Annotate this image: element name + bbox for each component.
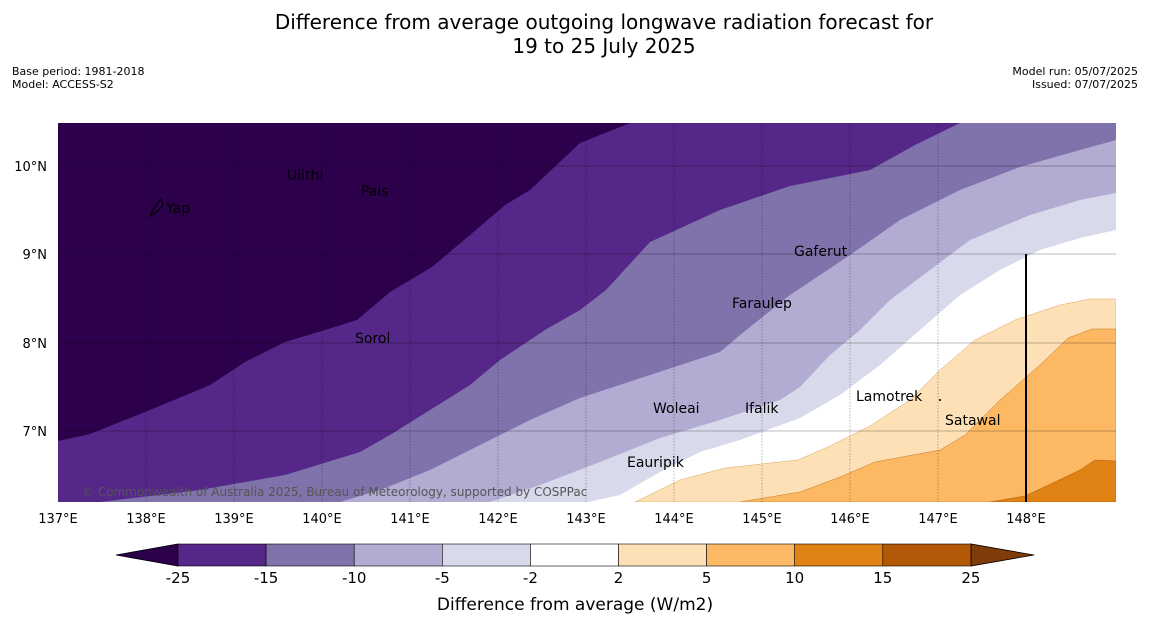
lon-tick-143: 143°E: [566, 512, 606, 527]
place-woleai: Woleai: [653, 401, 700, 417]
place-pais: Pais: [361, 184, 389, 200]
place-ulithi: Ulithi: [287, 168, 323, 184]
place-lamotrek: Lamotrek: [856, 389, 923, 405]
lon-tick-148: 148°E: [1006, 512, 1046, 527]
band-10-to-15: [989, 459, 1116, 502]
colorbar-cell: [706, 543, 795, 567]
place-sorol: Sorol: [355, 331, 390, 347]
colorbar-cell: [794, 543, 884, 567]
lon-tick-145: 145°E: [742, 512, 782, 527]
island-dot: [939, 399, 941, 401]
colorbar-label: Difference from average (W/m2): [437, 595, 713, 615]
lon-tick-142: 142°E: [478, 512, 518, 527]
colorbar-tick-label: -25: [166, 569, 191, 587]
longitude-axis: 137°E 138°E 139°E 140°E 141°E 142°E 143°…: [38, 512, 1046, 527]
olr-anomaly-map: Yap Ulithi Pais Sorol Gaferut Faraulep W…: [58, 123, 1116, 502]
place-gaferut: Gaferut: [794, 244, 848, 260]
place-satawal: Satawal: [945, 413, 1000, 429]
title-line-2: 19 to 25 July 2025: [512, 34, 696, 58]
colorbar: -25 -15 -10 -5 -2 2 5 10 15 25 Difference from av…: [115, 543, 1035, 615]
colorbar-cell: [265, 543, 355, 567]
colorbar-cell: [353, 543, 443, 567]
colorbar-cell: [882, 543, 972, 567]
colorbar-tick-label: -5: [435, 569, 450, 587]
lon-tick-141: 141°E: [390, 512, 430, 527]
lon-tick-138: 138°E: [126, 512, 166, 527]
colorbar-cell: [530, 543, 619, 567]
colorbar-tick-label: 25: [961, 569, 980, 587]
colorbar-tick-label: 15: [873, 569, 892, 587]
colorbar-tick-label: -2: [523, 569, 538, 587]
lon-tick-144: 144°E: [654, 512, 694, 527]
chart-title: Difference from average outgoing longwav…: [0, 10, 1150, 58]
colorbar-ticks: -25 -15 -10 -5 -2 2 5 10 15 25: [166, 569, 981, 587]
band-5-to-10: [739, 328, 1116, 502]
colorbar-cells: [177, 543, 972, 567]
place-faraulep: Faraulep: [732, 296, 792, 312]
colorbar-cell: [618, 543, 707, 567]
title-line-1: Difference from average outgoing longwav…: [274, 10, 934, 34]
lon-tick-140: 140°E: [302, 512, 342, 527]
model-name: Model: ACCESS-S2: [12, 78, 114, 91]
lon-tick-137: 137°E: [38, 512, 78, 527]
graticule: [58, 123, 1116, 502]
meta-right: Model run: 05/07/2025 Issued: 07/07/2025: [1012, 65, 1138, 91]
lat-tick-10n: 10°N: [14, 160, 47, 175]
place-labels: Yap Ulithi Pais Sorol Gaferut Faraulep W…: [165, 168, 1000, 471]
base-period: Base period: 1981-2018: [12, 65, 145, 78]
model-run: Model run: 05/07/2025: [1012, 65, 1138, 78]
colorbar-tick-label: 5: [702, 569, 712, 587]
colorbar-tick-label: 10: [785, 569, 804, 587]
lon-tick-139: 139°E: [214, 512, 254, 527]
colorbar-tick-label: -15: [254, 569, 279, 587]
colorbar-over-arrow: [970, 543, 1035, 567]
place-ifalik: Ifalik: [745, 401, 779, 417]
colorbar-cell: [441, 543, 531, 567]
colorbar-tick-label: 2: [614, 569, 624, 587]
lon-tick-147: 147°E: [918, 512, 958, 527]
colorbar-cell: [177, 543, 267, 567]
colorbar-under-arrow: [115, 543, 179, 567]
latitude-axis: 10°N 9°N 8°N 7°N: [14, 160, 47, 440]
meta-left: Base period: 1981-2018 Model: ACCESS-S2: [12, 65, 144, 91]
place-yap: Yap: [165, 201, 190, 217]
colorbar-tick-label: -10: [342, 569, 367, 587]
yap-island-outline: [148, 197, 164, 218]
lat-tick-7n: 7°N: [23, 425, 48, 440]
lat-tick-8n: 8°N: [23, 337, 48, 352]
copyright-notice: © Commonwealth of Australia 2025, Bureau…: [82, 485, 587, 499]
issued-date: Issued: 07/07/2025: [1031, 78, 1138, 91]
place-eauripik: Eauripik: [627, 455, 685, 471]
lon-tick-146: 146°E: [830, 512, 870, 527]
lat-tick-9n: 9°N: [23, 248, 48, 263]
